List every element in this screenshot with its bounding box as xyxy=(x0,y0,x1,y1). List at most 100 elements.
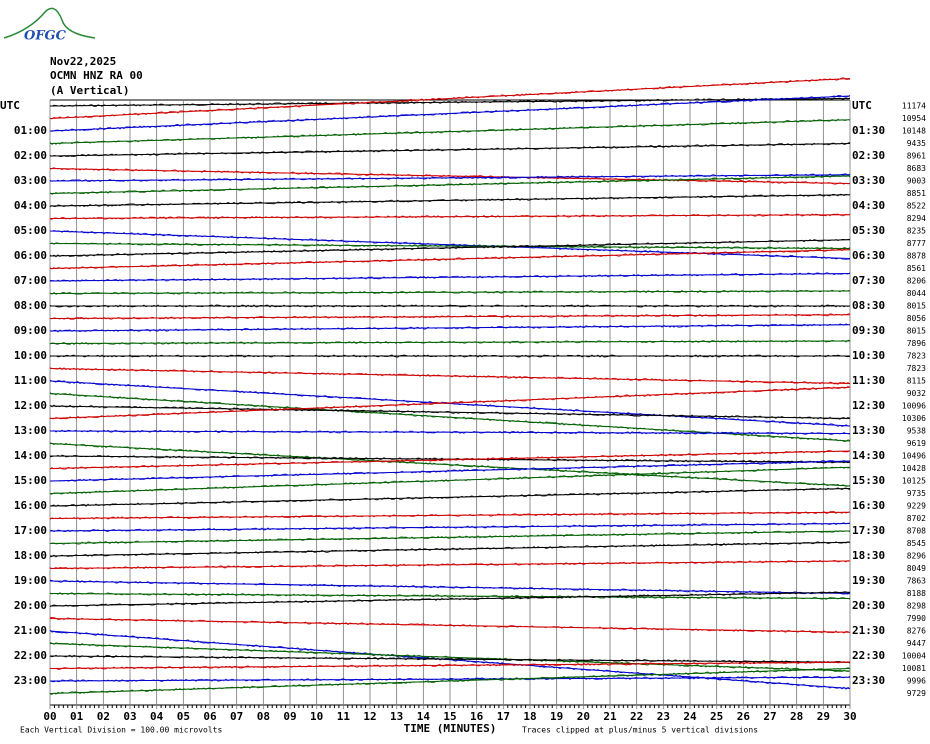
trace xyxy=(49,450,851,469)
x-tick-label: 28 xyxy=(790,710,803,723)
x-tick-label: 13 xyxy=(390,710,403,723)
trace xyxy=(49,249,851,269)
trace-count: 7990 xyxy=(907,614,926,623)
x-tick-label: 14 xyxy=(417,710,431,723)
x-tick-label: 23 xyxy=(657,710,670,723)
x-tick-label: 03 xyxy=(123,710,136,723)
right-label: 17:30 xyxy=(852,524,885,537)
left-label: 21:00 xyxy=(14,624,47,637)
trace-count: 9619 xyxy=(907,439,926,448)
trace-count: 10428 xyxy=(902,464,926,473)
trace-count: 10004 xyxy=(902,652,926,661)
right-label: 01:30 xyxy=(852,124,885,137)
trace xyxy=(49,95,851,132)
trace-count: 9032 xyxy=(907,389,926,398)
left-label: 01:00 xyxy=(14,124,47,137)
trace xyxy=(49,314,851,319)
trace xyxy=(49,443,851,487)
trace-count: 8206 xyxy=(907,277,926,286)
trace-count: 8188 xyxy=(907,589,926,598)
trace-count: 8708 xyxy=(907,527,926,536)
trace-count: 9447 xyxy=(907,639,926,648)
trace xyxy=(49,661,851,669)
right-label: 06:30 xyxy=(852,249,885,262)
left-label: 07:00 xyxy=(14,274,47,287)
trace-count: 8522 xyxy=(907,202,926,211)
trace xyxy=(49,655,851,663)
trace xyxy=(49,290,851,294)
trace-count: 9996 xyxy=(907,677,926,686)
x-tick-label: 12 xyxy=(363,710,376,723)
right-label: UTC xyxy=(852,99,872,112)
trace-count: 11174 xyxy=(902,102,926,111)
left-label: 09:00 xyxy=(14,324,47,337)
trace xyxy=(49,593,851,599)
trace-count: 8545 xyxy=(907,539,926,548)
x-tick-label: 18 xyxy=(523,710,536,723)
x-tick-label: 08 xyxy=(257,710,270,723)
trace-count: 8015 xyxy=(907,302,926,311)
x-tick-label: 26 xyxy=(737,710,751,723)
right-label: 16:30 xyxy=(852,499,885,512)
x-tick-label: 17 xyxy=(497,710,510,723)
x-tick-label: 04 xyxy=(150,710,164,723)
trace-count: 7823 xyxy=(907,352,926,361)
trace xyxy=(49,175,851,194)
x-axis-title: TIME (MINUTES) xyxy=(404,722,497,735)
x-tick-label: 25 xyxy=(710,710,723,723)
trace xyxy=(49,560,851,569)
x-tick-label: 19 xyxy=(550,710,563,723)
left-label: 04:00 xyxy=(14,199,47,212)
left-label: 18:00 xyxy=(14,549,47,562)
trace xyxy=(49,466,851,494)
scale-note: Each Vertical Division = 100.00 microvol… xyxy=(20,726,222,735)
right-label: 19:30 xyxy=(852,574,885,587)
trace xyxy=(49,530,851,544)
title-line: Nov22,2025 xyxy=(50,55,116,68)
left-label: 14:00 xyxy=(14,449,47,462)
trace-count: 8298 xyxy=(907,602,926,611)
trace-count: 9435 xyxy=(907,139,926,148)
clip-note: Traces clipped at plus/minus 5 vertical … xyxy=(522,726,758,735)
trace-count: 8044 xyxy=(907,289,926,298)
left-label: 05:00 xyxy=(14,224,47,237)
trace-count: 8702 xyxy=(907,514,926,523)
trace xyxy=(49,386,851,419)
trace-count: 8235 xyxy=(907,227,926,236)
x-tick-label: 30 xyxy=(843,710,856,723)
trace xyxy=(49,239,851,257)
x-tick-label: 21 xyxy=(603,710,617,723)
x-tick-label: 07 xyxy=(230,710,243,723)
trace xyxy=(49,511,851,519)
right-label: 21:30 xyxy=(852,624,885,637)
x-tick-label: 01 xyxy=(70,710,84,723)
trace xyxy=(49,676,851,682)
right-label: 09:30 xyxy=(852,324,885,337)
trace xyxy=(49,618,851,633)
trace-count: 7823 xyxy=(907,364,926,373)
trace xyxy=(49,214,851,219)
right-label: 18:30 xyxy=(852,549,885,562)
right-label: 11:30 xyxy=(852,374,885,387)
trace xyxy=(49,591,851,607)
right-label: 10:30 xyxy=(852,349,885,362)
left-label: 15:00 xyxy=(14,474,47,487)
x-tick-label: 06 xyxy=(203,710,217,723)
trace xyxy=(49,119,851,144)
trace-count: 8961 xyxy=(907,152,926,161)
trace-count: 8049 xyxy=(907,564,926,573)
trace-count: 9729 xyxy=(907,689,926,698)
trace xyxy=(49,541,851,557)
right-label: 07:30 xyxy=(852,274,885,287)
left-label: 02:00 xyxy=(14,149,47,162)
trace-count: 10306 xyxy=(902,414,926,423)
trace-noise xyxy=(49,541,851,558)
left-label: 22:00 xyxy=(14,649,47,662)
trace xyxy=(49,78,851,119)
right-label: 12:30 xyxy=(852,399,885,412)
right-label: 05:30 xyxy=(852,224,885,237)
right-label: 08:30 xyxy=(852,299,885,312)
left-label: 08:00 xyxy=(14,299,47,312)
left-label: 19:00 xyxy=(14,574,47,587)
